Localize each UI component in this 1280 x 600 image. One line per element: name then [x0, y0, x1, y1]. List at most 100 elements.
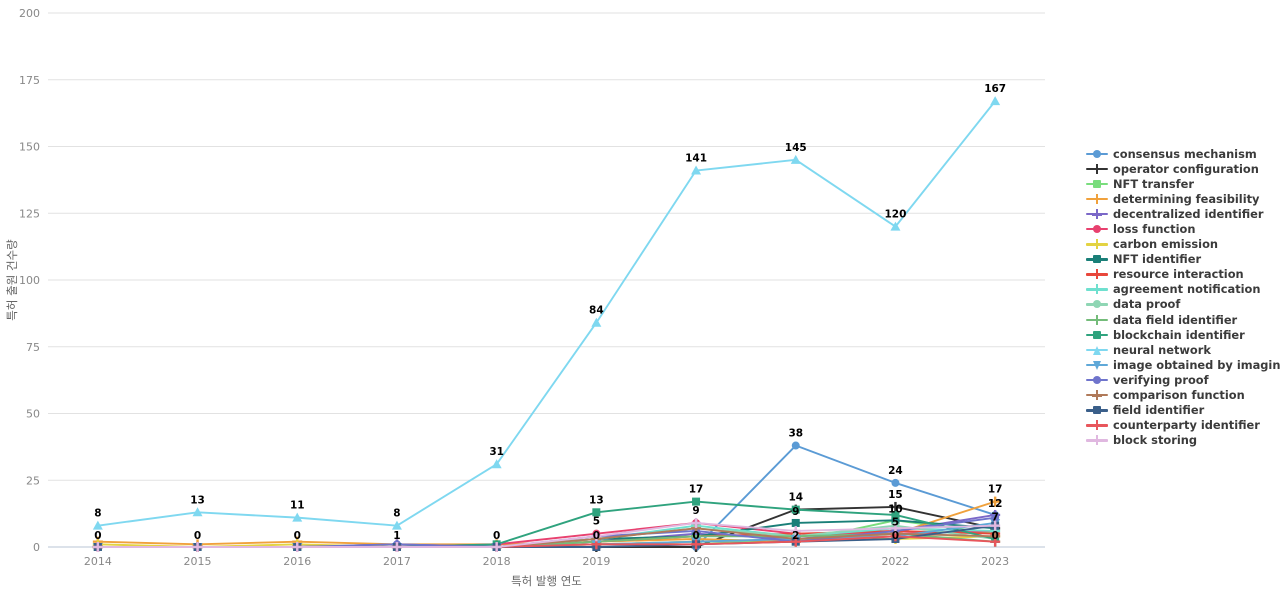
data-point-marker [990, 536, 1001, 547]
data-point-marker [192, 507, 203, 517]
data-point-label: 17 [988, 484, 1003, 496]
legend-marker-icon [1086, 237, 1108, 251]
legend-item-label: data proof [1113, 297, 1181, 312]
x-axis-tick-label: 2016 [283, 555, 311, 568]
data-point-marker [891, 516, 900, 525]
data-point-label: 8 [393, 508, 400, 520]
data-point-marker [491, 459, 502, 469]
legend-item-label: loss function [1113, 222, 1196, 237]
legend-item-consensus-mechanism[interactable]: consensus mechanism [1086, 146, 1276, 161]
data-point-label: 0 [991, 530, 998, 542]
y-axis-tick-label: 150 [19, 141, 40, 154]
legend-item-decentralized-identifier[interactable]: decentralized identifier [1086, 206, 1276, 221]
legend-item-carbon-emission[interactable]: carbon emission [1086, 237, 1276, 252]
legend-marker-icon [1086, 192, 1108, 206]
y-axis-tick-label: 0 [33, 541, 40, 554]
legend-marker-icon [1086, 162, 1108, 176]
y-axis-tick-label: 200 [19, 7, 40, 20]
data-point-marker [990, 525, 1001, 536]
data-point-label: 15 [888, 489, 903, 501]
data-point-marker [791, 441, 800, 450]
data-point-label: 13 [190, 494, 205, 506]
data-point-label: 0 [493, 530, 500, 542]
series-line [97, 100, 996, 527]
data-point-label: 38 [788, 428, 803, 440]
legend-item-data-field-identifier[interactable]: data field identifier [1086, 312, 1276, 327]
data-point-label: 14 [788, 492, 803, 504]
series-group [92, 96, 1001, 552]
data-point-label: 9 [792, 506, 799, 518]
data-point-marker [391, 520, 402, 530]
legend-item-label: carbon emission [1113, 237, 1219, 252]
x-axis-tick-label: 2023 [981, 555, 1009, 568]
data-point-label: 120 [884, 209, 906, 221]
data-point-marker [691, 539, 702, 550]
legend-item-block-storing[interactable]: block storing [1086, 433, 1276, 448]
data-point-label: 0 [194, 530, 201, 542]
series-line [97, 522, 996, 548]
legend-item-label: operator configuration [1113, 161, 1259, 176]
legend-item-verifying-proof[interactable]: verifying proof [1086, 372, 1276, 387]
data-point-marker [890, 501, 901, 512]
data-point-label: 13 [589, 494, 604, 506]
data-point-marker [890, 531, 901, 542]
x-axis-tick-label: 2014 [84, 555, 112, 568]
legend-item-comparison-function[interactable]: comparison function [1086, 388, 1276, 403]
legend-item-NFT-identifier[interactable]: NFT identifier [1086, 252, 1276, 267]
legend-item-label: decentralized identifier [1113, 206, 1264, 221]
y-axis-tick-label: 125 [19, 207, 40, 220]
legend-item-label: comparison function [1113, 388, 1245, 403]
plot-area: 0 25 50 75 100 125 150 175 200 2014 2015 2016 2017 20… [5, 7, 1045, 588]
x-axis-tick-label: 2017 [383, 555, 411, 568]
data-point-label: 31 [489, 446, 504, 458]
legend-item-operator-configuration[interactable]: operator configuration [1086, 161, 1276, 176]
data-point-marker [890, 523, 901, 534]
y-axis-tick-label: 75 [26, 341, 40, 354]
series-neural-network [92, 96, 1001, 530]
data-point-marker [790, 154, 801, 164]
legend-item-resource-interaction[interactable]: resource interaction [1086, 267, 1276, 282]
data-point-label: 84 [589, 305, 604, 317]
data-point-label: 141 [685, 153, 707, 165]
data-point-label: 11 [290, 500, 305, 512]
legend-item-image-obtained-by-imaging[interactable]: image obtained by imaging [1086, 357, 1280, 372]
legend-item-field-identifier[interactable]: field identifier [1086, 403, 1276, 418]
x-axis-tick-label: 2019 [582, 555, 610, 568]
chart-legend: consensus mechanism operator configuratio… [1086, 146, 1280, 448]
legend-item-label: agreement notification [1113, 282, 1261, 297]
data-point-marker [890, 221, 901, 231]
data-point-label: 0 [294, 530, 301, 542]
legend-marker-icon [1086, 433, 1108, 447]
data-point-marker [790, 536, 801, 547]
legend-item-label: NFT identifier [1113, 252, 1202, 267]
data-point-marker [990, 531, 1001, 542]
legend-item-NFT-transfer[interactable]: NFT transfer [1086, 176, 1276, 191]
legend-marker-icon [1086, 313, 1108, 327]
legend-item-determining-feasibility[interactable]: determining feasibility [1086, 191, 1276, 206]
data-point-label: 24 [888, 465, 903, 477]
legend-marker-icon [1086, 252, 1108, 266]
legend-item-neural-network[interactable]: neural network [1086, 342, 1276, 357]
legend-item-agreement-notification[interactable]: agreement notification [1086, 282, 1276, 297]
data-point-marker [991, 513, 1000, 522]
legend-item-counterparty-identifier[interactable]: counterparty identifier [1086, 418, 1276, 433]
data-point-marker [990, 520, 1001, 531]
data-point-label: 7 [991, 511, 998, 523]
legend-marker-icon [1086, 282, 1108, 296]
y-axis-tick-label: 50 [26, 408, 40, 421]
legend-item-blockchain-identifier[interactable]: blockchain identifier [1086, 327, 1276, 342]
y-axis-tick-label: 25 [26, 474, 40, 487]
data-point-label: 2 [792, 530, 799, 542]
legend-marker-icon [1086, 343, 1108, 357]
data-point-label: 0 [593, 530, 600, 542]
x-axis-tick-label: 2015 [184, 555, 212, 568]
data-point-marker [491, 542, 502, 552]
legend-item-data-proof[interactable]: data proof [1086, 297, 1276, 312]
x-axis-tick-label: 2020 [682, 555, 710, 568]
data-point-label: 0 [94, 530, 101, 542]
data-point-marker [391, 542, 402, 552]
legend-item-loss-function[interactable]: loss function [1086, 221, 1276, 236]
data-point-label: 5 [892, 517, 899, 529]
